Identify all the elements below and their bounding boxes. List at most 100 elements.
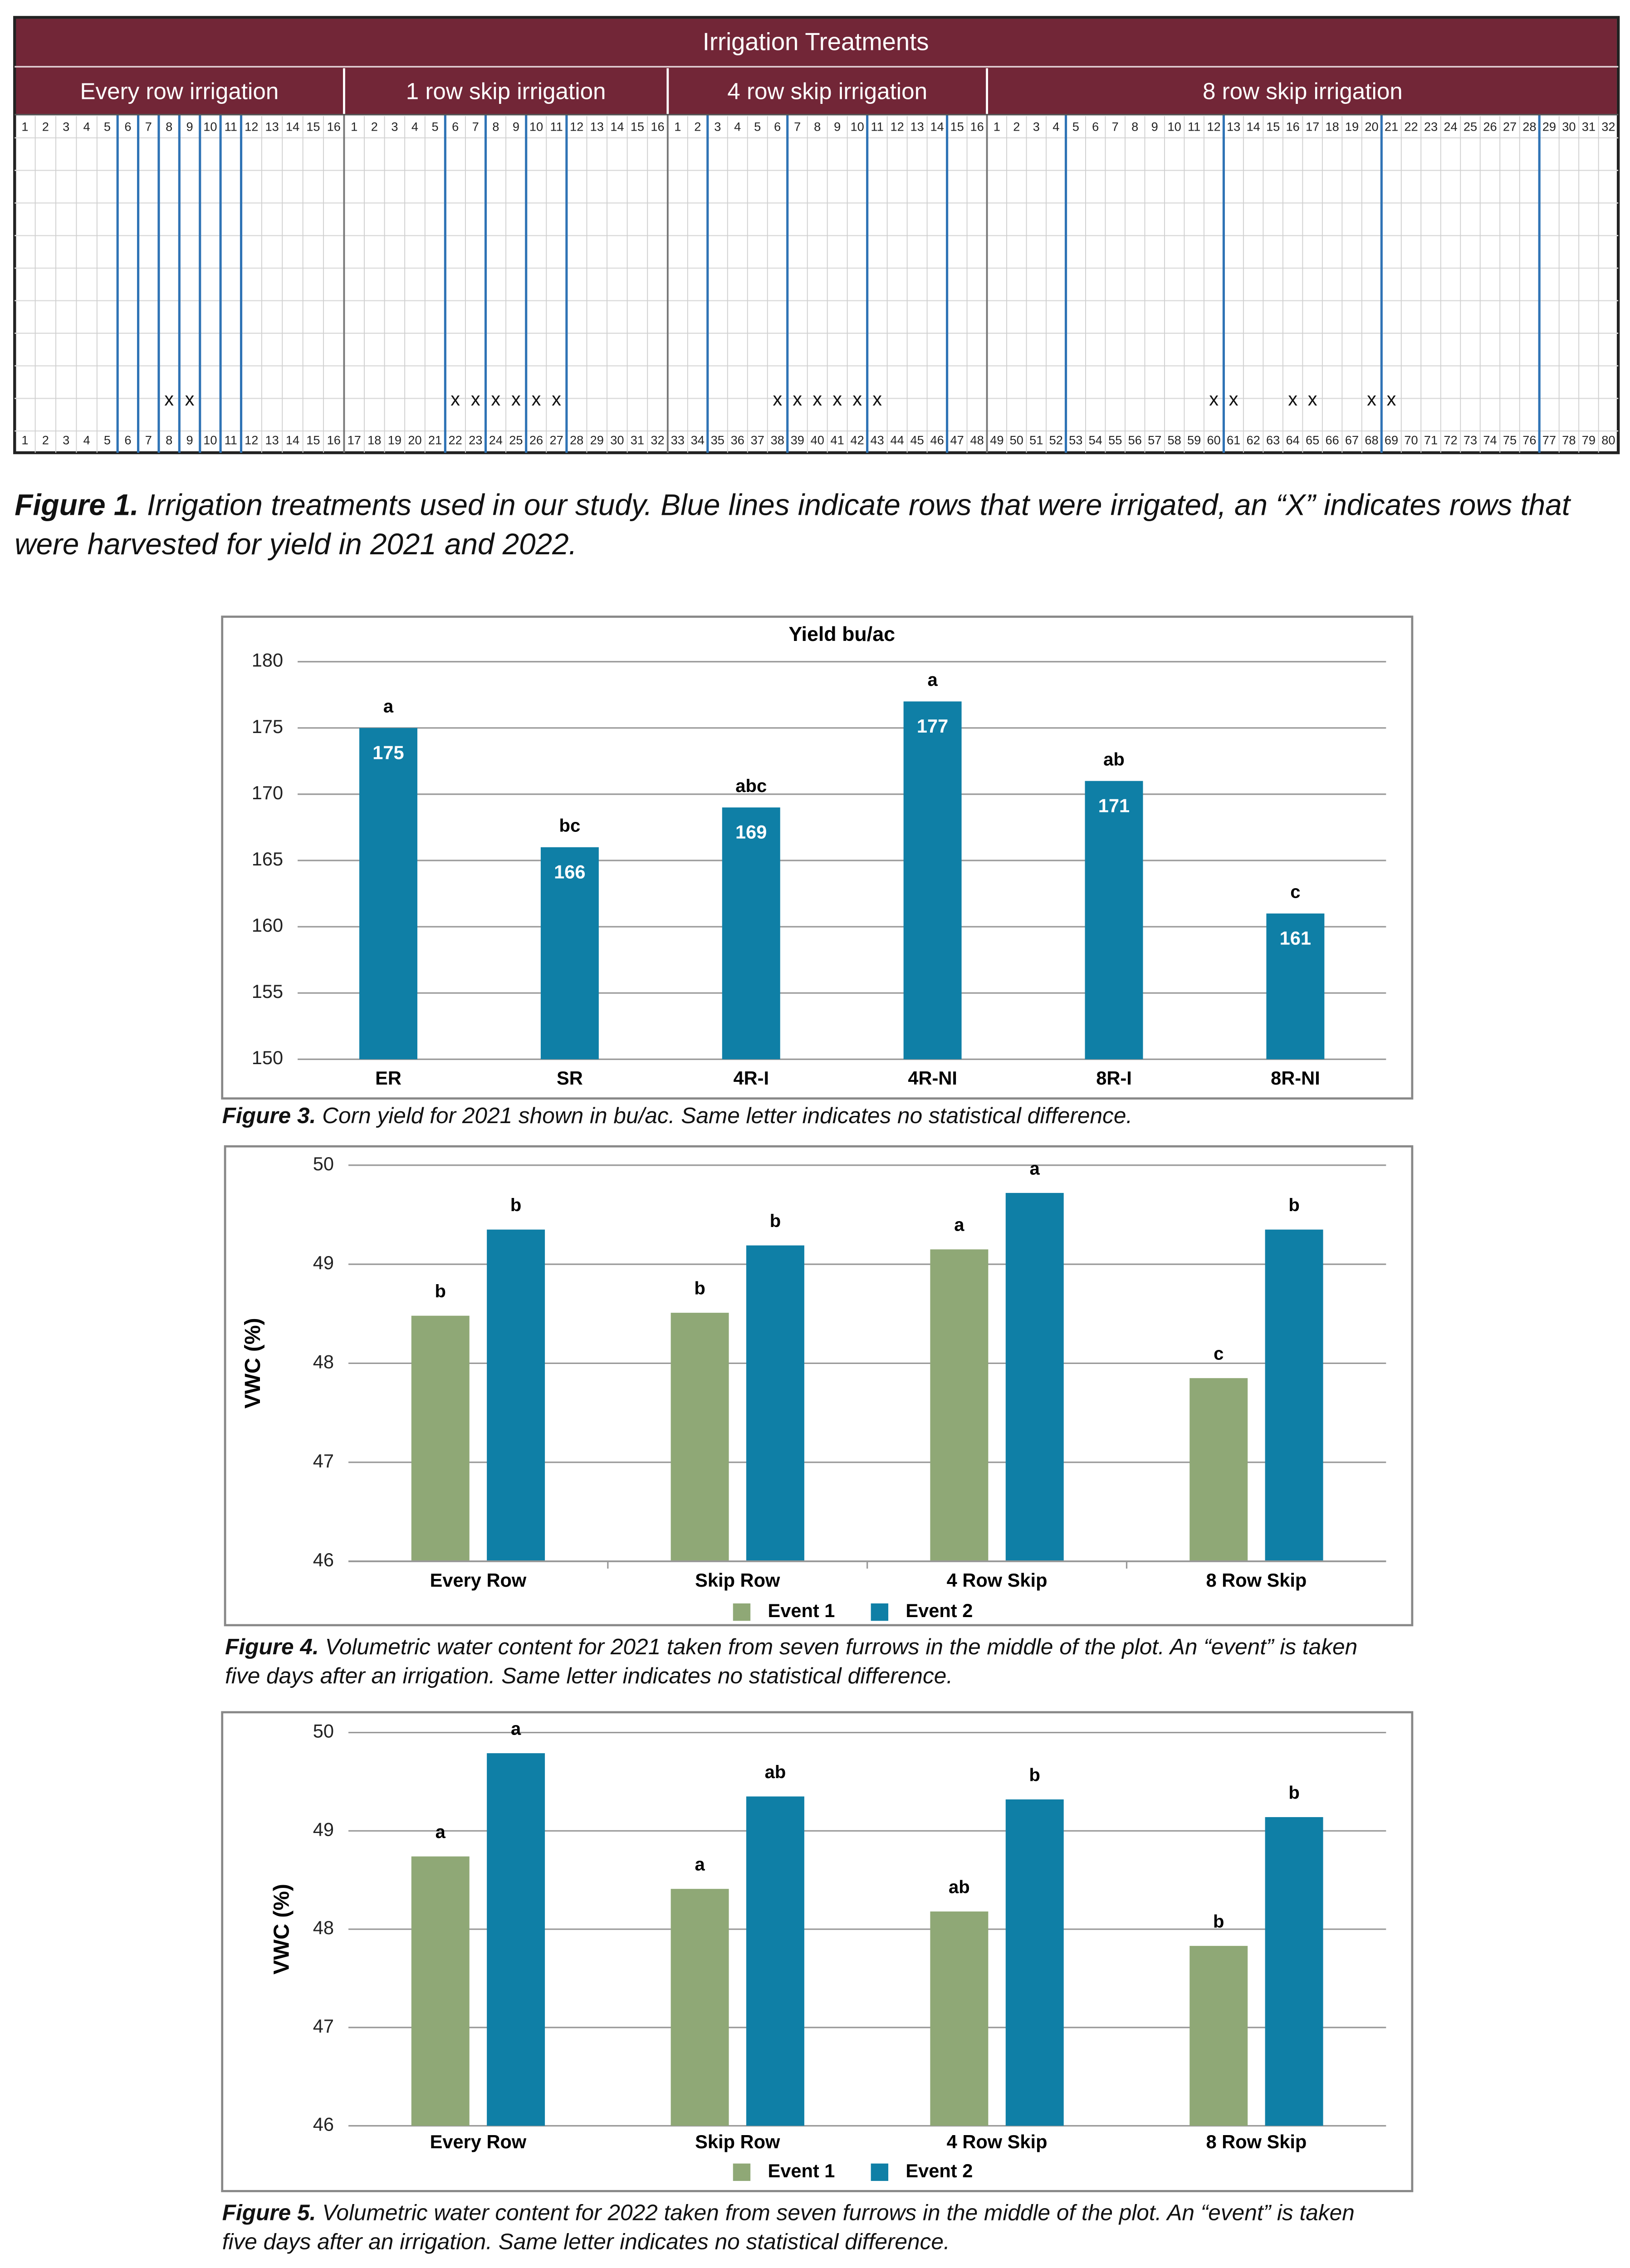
y-tick-label: 180 <box>252 650 283 671</box>
plot-row-number: 25 <box>509 433 523 447</box>
row-number: 8 <box>166 120 172 134</box>
bar <box>671 1313 729 1562</box>
row-number: 18 <box>1325 120 1339 134</box>
row-number: 12 <box>570 120 583 134</box>
plot-row-number: 57 <box>1148 433 1161 447</box>
row-number: 32 <box>1601 120 1615 134</box>
row-number: 4 <box>734 120 741 134</box>
row-number: 6 <box>1092 120 1099 134</box>
caption-label: Figure 3. <box>222 1104 316 1129</box>
significance-letter: ab <box>949 1877 970 1897</box>
row-number: 7 <box>472 120 479 134</box>
harvest-mark: x <box>471 388 480 410</box>
row-number: 9 <box>513 120 519 134</box>
plot-row-number: 17 <box>348 433 361 447</box>
plot-row-number: 1 <box>21 433 28 447</box>
row-number: 11 <box>871 120 884 134</box>
harvest-mark: x <box>1308 388 1317 410</box>
plot-row-number: 58 <box>1168 433 1181 447</box>
value-label: 161 <box>1280 927 1311 948</box>
plot-row-number: 10 <box>203 433 217 447</box>
group-name: 8 row skip irrigation <box>1203 78 1403 104</box>
plot-row-number: 75 <box>1503 433 1517 447</box>
row-number: 12 <box>245 120 258 134</box>
legend-swatch <box>871 1603 889 1621</box>
plot-row-number: 71 <box>1424 433 1438 447</box>
row-number: 3 <box>714 120 721 134</box>
row-number: 10 <box>203 120 217 134</box>
plot-row-number: 26 <box>529 433 543 447</box>
caption-text: Figure 5. Volumetric water content for 2… <box>222 2200 1369 2258</box>
row-number: 30 <box>1562 120 1576 134</box>
plot-row-number: 42 <box>851 433 864 447</box>
y-tick-label: 175 <box>252 716 283 737</box>
row-number: 27 <box>1503 120 1517 134</box>
plot-row-number: 79 <box>1582 433 1596 447</box>
significance-letter: b <box>1029 1765 1040 1785</box>
plot-row-number: 4 <box>83 433 90 447</box>
x-tick-label: 8 Row Skip <box>1206 1569 1307 1591</box>
bar <box>1005 1193 1064 1562</box>
bar <box>746 1796 804 2126</box>
harvest-mark: x <box>164 388 174 410</box>
row-number: 10 <box>529 120 543 134</box>
caption-body: Volumetric water content for 2021 taken … <box>225 1635 1358 1690</box>
row-number: 8 <box>492 120 499 134</box>
significance-letter: ab <box>765 1762 786 1782</box>
y-tick-label: 48 <box>313 1917 334 1938</box>
plot-row-number: 73 <box>1464 433 1477 447</box>
bar <box>487 1753 545 2126</box>
row-number: 6 <box>774 120 781 134</box>
significance-letter: a <box>511 1719 521 1739</box>
row-number: 4 <box>1052 120 1059 134</box>
row-number: 15 <box>631 120 644 134</box>
significance-letter: bc <box>559 816 581 836</box>
significance-letter: b <box>1288 1195 1299 1215</box>
plot-row-number: 23 <box>469 433 482 447</box>
row-number: 26 <box>1483 120 1497 134</box>
plot-row-number: 34 <box>691 433 705 447</box>
row-number: 19 <box>1345 120 1359 134</box>
plot-row-number: 66 <box>1325 433 1339 447</box>
significance-letter: b <box>694 1278 705 1298</box>
plot-row-number: 67 <box>1345 433 1359 447</box>
significance-letter: abc <box>735 776 767 796</box>
harvest-mark: x <box>1367 388 1376 410</box>
bar <box>1189 1378 1248 1562</box>
plot-row-number: 22 <box>449 433 462 447</box>
group-name: 4 row skip irrigation <box>727 78 927 104</box>
chart-frame <box>221 616 1414 1100</box>
row-number: 12 <box>891 120 904 134</box>
row-number: 16 <box>651 120 664 134</box>
legend-label: Event 1 <box>768 1600 835 1621</box>
legend-swatch <box>871 2163 889 2181</box>
row-number: 9 <box>1151 120 1158 134</box>
value-label: 169 <box>735 821 767 843</box>
chart-title: Yield bu/ac <box>788 623 895 645</box>
significance-letter: b <box>1213 1911 1224 1931</box>
y-axis-label: VWC (%) <box>270 1884 294 1975</box>
harvest-mark: x <box>813 388 822 410</box>
bar <box>487 1229 545 1562</box>
row-number: 15 <box>306 120 320 134</box>
plot-row-number: 80 <box>1601 433 1615 447</box>
plot-row-number: 77 <box>1542 433 1556 447</box>
row-number: 10 <box>851 120 864 134</box>
value-label: 177 <box>917 715 948 737</box>
caption-text: Figure 1. Irrigation treatments used in … <box>15 488 1618 565</box>
row-number: 3 <box>1033 120 1040 134</box>
plot-row-number: 65 <box>1306 433 1319 447</box>
harvest-mark: x <box>511 388 521 410</box>
bar <box>746 1245 804 1562</box>
plot-row-number: 9 <box>186 433 193 447</box>
row-number: 16 <box>970 120 984 134</box>
plot-row-number: 53 <box>1069 433 1082 447</box>
plot-row-number: 15 <box>306 433 320 447</box>
bar <box>930 1911 989 2126</box>
x-tick-label: 8R-I <box>1096 1067 1132 1089</box>
plot-row-number: 2 <box>42 433 49 447</box>
plot-row-number: 13 <box>265 433 279 447</box>
plot-row-number: 68 <box>1365 433 1378 447</box>
row-number: 4 <box>411 120 418 134</box>
bar <box>411 1315 470 1562</box>
